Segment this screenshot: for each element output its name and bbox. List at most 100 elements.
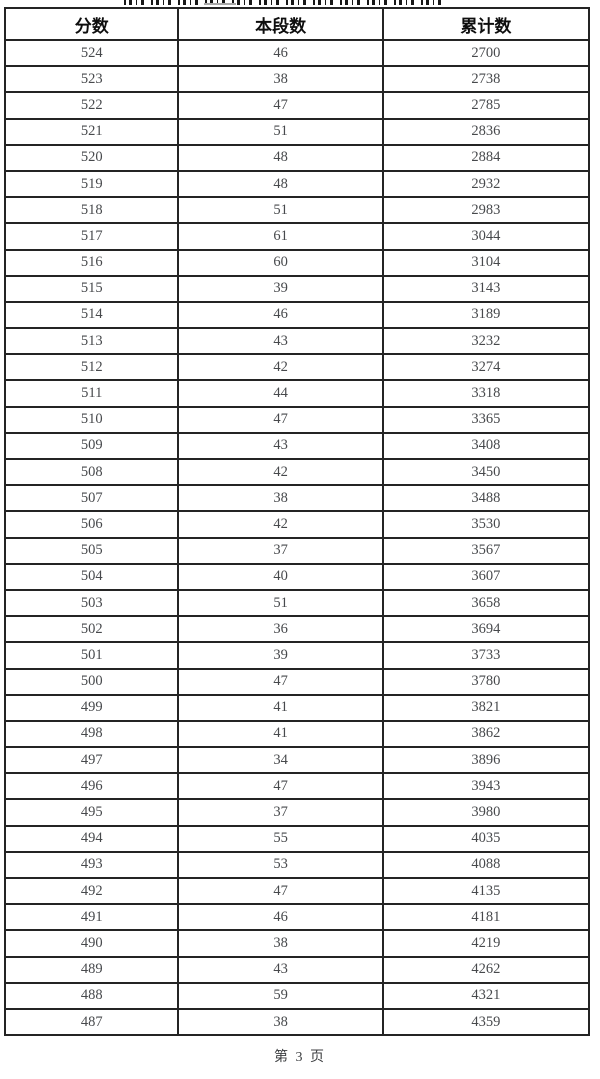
segment-count-cell: 55 — [177, 824, 384, 853]
table-row: 488 59 4321 — [3, 981, 591, 1010]
cumulative-count-cell: 4135 — [381, 876, 591, 906]
cumulative-count-cell: 3862 — [381, 719, 591, 749]
score-distribution-table: 分数 本段数 累计数 524 46 2700 523 38 2738 522 47 2785 52… — [3, 7, 591, 1037]
score-cell: 487 — [3, 1007, 180, 1037]
table-row: 516 60 3104 — [3, 248, 591, 277]
segment-count-cell: 59 — [177, 981, 384, 1010]
segment-count-cell: 37 — [177, 536, 384, 565]
cumulative-count-cell: 3694 — [381, 615, 591, 644]
clipped-title-fragment — [124, 0, 446, 5]
title-underline-blank — [204, 3, 236, 5]
table-row: 495 37 3980 — [3, 798, 591, 827]
cumulative-count-cell: 3232 — [381, 327, 591, 356]
cumulative-count-cell: 3488 — [381, 484, 591, 513]
segment-count-cell: 61 — [177, 222, 384, 251]
table-row: 487 38 4359 — [3, 1007, 591, 1037]
score-cell: 495 — [3, 798, 180, 827]
segment-count-cell: 60 — [177, 248, 384, 277]
segment-count-cell: 43 — [177, 955, 384, 984]
segment-count-cell: 46 — [177, 300, 384, 330]
table-row: 510 47 3365 — [3, 405, 591, 434]
cumulative-count-cell: 3143 — [381, 274, 591, 303]
table-row: 513 43 3232 — [3, 327, 591, 356]
table-row: 493 53 4088 — [3, 850, 591, 880]
cumulative-count-cell: 2700 — [381, 38, 591, 68]
segment-count-cell: 46 — [177, 38, 384, 68]
page-number: 第 3 页 — [274, 1050, 326, 1065]
segment-count-cell: 48 — [177, 143, 384, 172]
segment-count-cell: 47 — [177, 772, 384, 801]
segment-count-cell: 39 — [177, 641, 384, 670]
score-cell: 515 — [3, 274, 180, 303]
segment-count-cell: 38 — [177, 484, 384, 513]
table-row: 503 51 3658 — [3, 588, 591, 618]
score-cell: 522 — [3, 91, 180, 120]
cumulative-count-cell: 3365 — [381, 405, 591, 434]
cumulative-count-cell: 4359 — [381, 1007, 591, 1037]
score-cell: 512 — [3, 353, 180, 382]
score-cell: 488 — [3, 981, 180, 1010]
table-row: 523 38 2738 — [3, 65, 591, 94]
segment-count-cell: 53 — [177, 850, 384, 880]
table-row: 509 43 3408 — [3, 431, 591, 461]
score-cell: 492 — [3, 876, 180, 906]
score-cell: 501 — [3, 641, 180, 670]
score-cell: 497 — [3, 746, 180, 775]
score-cell: 494 — [3, 824, 180, 853]
table-row: 512 42 3274 — [3, 353, 591, 382]
table-row: 515 39 3143 — [3, 274, 591, 303]
score-cell: 523 — [3, 65, 180, 94]
table-row: 521 51 2836 — [3, 117, 591, 146]
cumulative-count-cell: 3104 — [381, 248, 591, 277]
cumulative-count-cell: 4262 — [381, 955, 591, 984]
table-row: 489 43 4262 — [3, 955, 591, 984]
score-cell: 496 — [3, 772, 180, 801]
segment-count-cell: 47 — [177, 91, 384, 120]
cumulative-count-cell: 3530 — [381, 510, 591, 539]
table-row: 501 39 3733 — [3, 641, 591, 670]
score-cell: 514 — [3, 300, 180, 330]
segment-count-cell: 47 — [177, 405, 384, 434]
table-row: 490 38 4219 — [3, 929, 591, 958]
segment-count-cell: 41 — [177, 693, 384, 722]
cumulative-count-cell: 3189 — [381, 300, 591, 330]
segment-count-cell: 48 — [177, 169, 384, 199]
segment-count-cell: 42 — [177, 457, 384, 487]
table-row: 511 44 3318 — [3, 379, 591, 408]
table-row: 499 41 3821 — [3, 693, 591, 722]
table-row: 514 46 3189 — [3, 300, 591, 330]
segment-count-cell: 51 — [177, 588, 384, 618]
score-cell: 510 — [3, 405, 180, 434]
column-header-segment-count: 本段数 — [177, 7, 384, 41]
table-row: 496 47 3943 — [3, 772, 591, 801]
score-cell: 517 — [3, 222, 180, 251]
score-cell: 511 — [3, 379, 180, 408]
score-cell: 490 — [3, 929, 180, 958]
table-row: 518 51 2983 — [3, 196, 591, 225]
segment-count-cell: 41 — [177, 719, 384, 749]
score-cell: 491 — [3, 903, 180, 932]
table-row: 492 47 4135 — [3, 876, 591, 906]
column-header-cumulative-count: 累计数 — [381, 7, 591, 41]
score-cell: 498 — [3, 719, 180, 749]
score-cell: 524 — [3, 38, 180, 68]
segment-count-cell: 51 — [177, 196, 384, 225]
segment-count-cell: 38 — [177, 65, 384, 94]
cumulative-count-cell: 3896 — [381, 746, 591, 775]
score-cell: 489 — [3, 955, 180, 984]
cumulative-count-cell: 3733 — [381, 641, 591, 670]
score-cell: 500 — [3, 667, 180, 696]
score-cell: 493 — [3, 850, 180, 880]
cumulative-count-cell: 2983 — [381, 196, 591, 225]
cumulative-count-cell: 3943 — [381, 772, 591, 801]
cumulative-count-cell: 3821 — [381, 693, 591, 722]
cumulative-count-cell: 4088 — [381, 850, 591, 880]
cumulative-count-cell: 4181 — [381, 903, 591, 932]
table-header-row: 分数 本段数 累计数 — [3, 7, 591, 41]
segment-count-cell: 38 — [177, 929, 384, 958]
score-cell: 505 — [3, 536, 180, 565]
cumulative-count-cell: 3450 — [381, 457, 591, 487]
cumulative-count-cell: 2836 — [381, 117, 591, 146]
table-row: 500 47 3780 — [3, 667, 591, 696]
